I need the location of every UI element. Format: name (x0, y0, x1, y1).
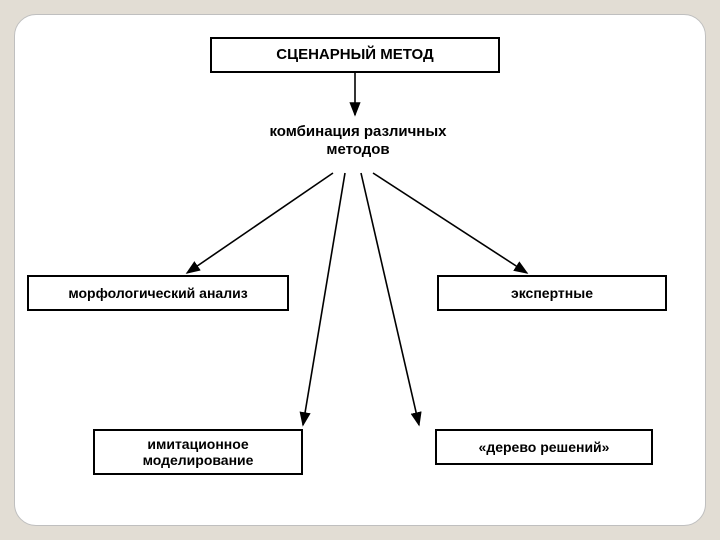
node-morph: морфологический анализ (27, 275, 289, 311)
diagram-panel: СЦЕНАРНЫЙ МЕТОД комбинация различныхмето… (14, 14, 706, 526)
node-title-label: СЦЕНАРНЫЙ МЕТОД (276, 46, 433, 63)
node-subtitle: комбинация различныхметодов (243, 123, 473, 159)
node-sim: имитационноемоделирование (93, 429, 303, 475)
edge-arrow (303, 173, 345, 425)
node-sim-label: имитационноемоделирование (143, 436, 254, 468)
node-subtitle-label: комбинация различныхметодов (269, 123, 446, 158)
node-morph-label: морфологический анализ (68, 285, 247, 301)
node-tree-label: «дерево решений» (479, 439, 610, 455)
node-title: СЦЕНАРНЫЙ МЕТОД (210, 37, 500, 73)
edge-arrow (373, 173, 527, 273)
edge-arrow (187, 173, 333, 273)
edge-arrow (361, 173, 419, 425)
node-expert-label: экспертные (511, 285, 593, 301)
node-tree: «дерево решений» (435, 429, 653, 465)
node-expert: экспертные (437, 275, 667, 311)
